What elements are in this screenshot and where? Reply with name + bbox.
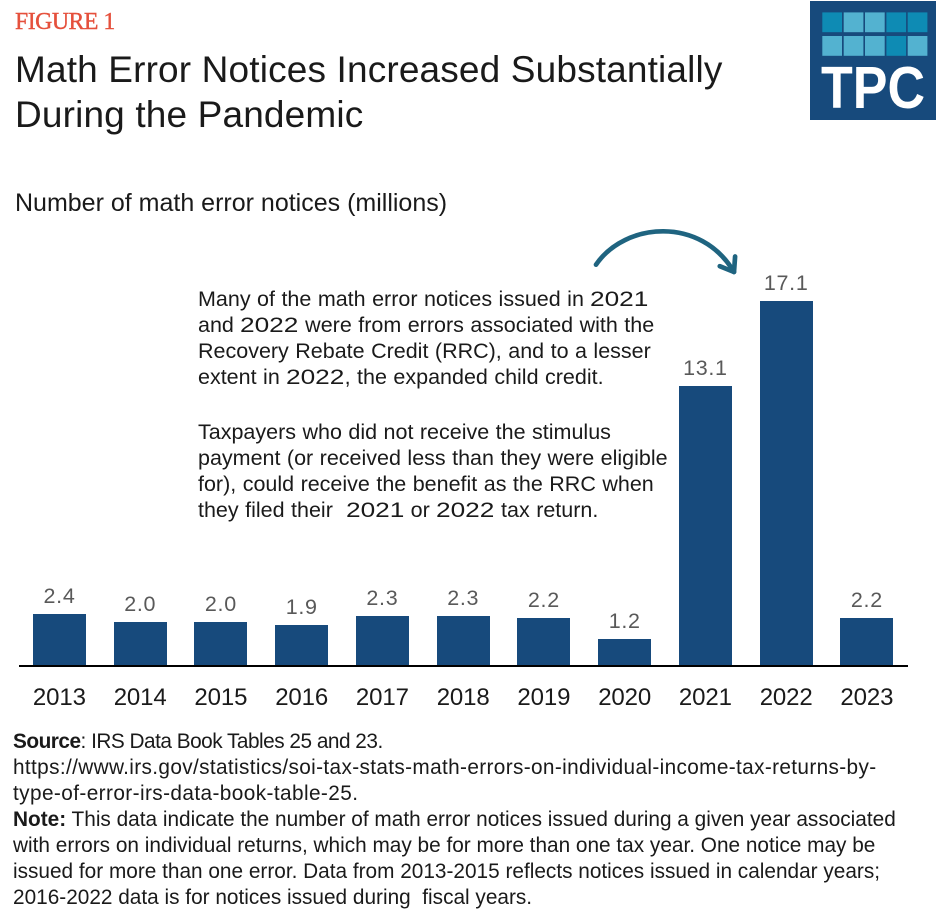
svg-text:TPC: TPC (821, 55, 925, 120)
